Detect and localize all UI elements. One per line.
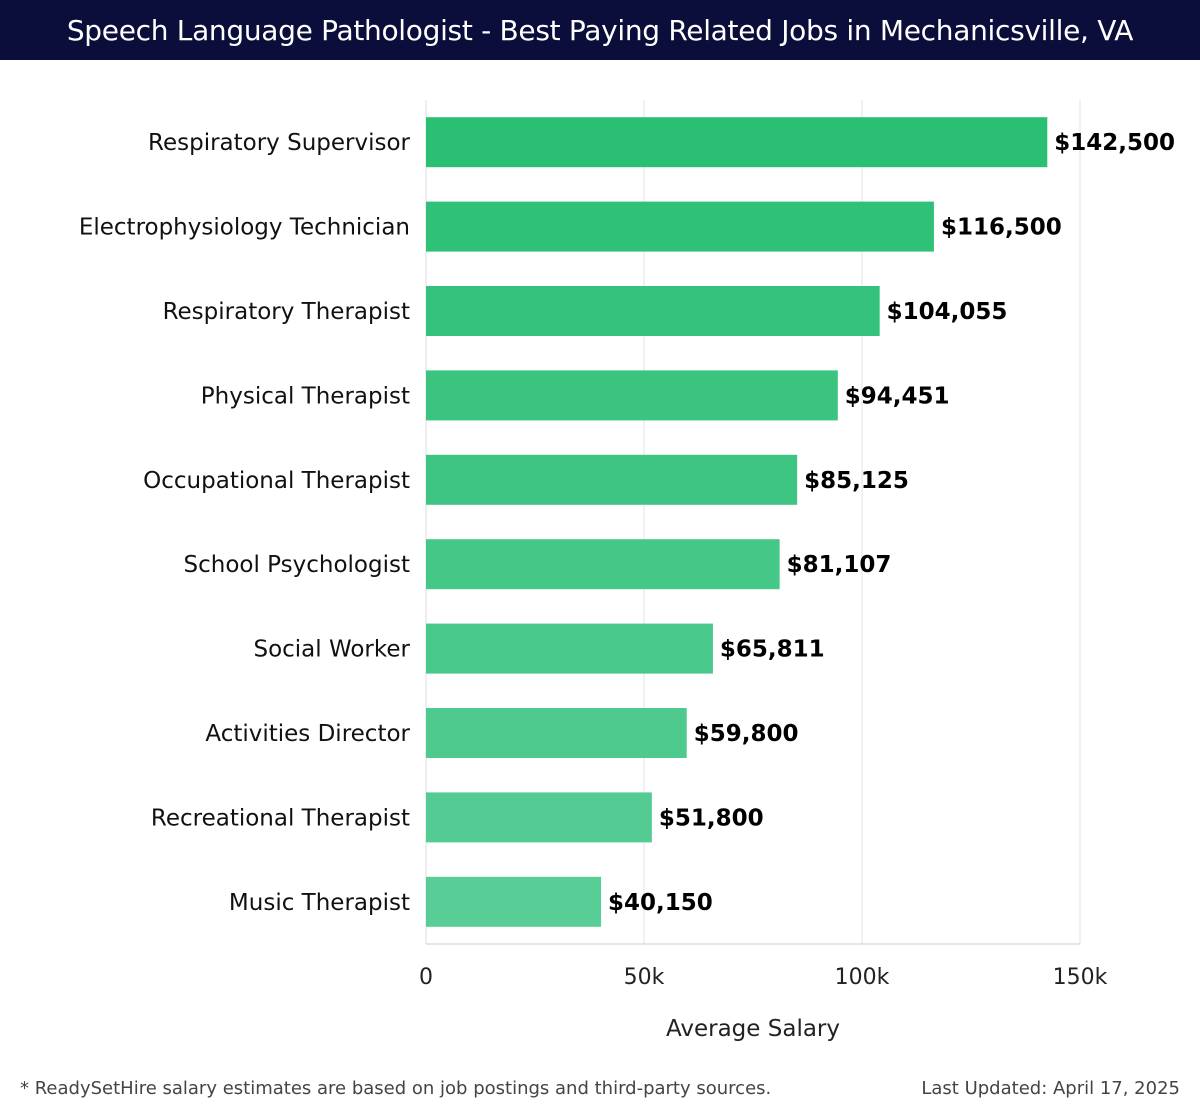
bar <box>426 539 780 590</box>
data-label: $81,107 <box>787 552 892 578</box>
footer-note: * ReadySetHire salary estimates are base… <box>20 1078 772 1099</box>
category-label: Activities Director <box>205 721 410 747</box>
x-axis-title: Average Salary <box>666 1016 840 1042</box>
bar <box>426 876 602 927</box>
data-label: $104,055 <box>887 299 1008 325</box>
category-label: Recreational Therapist <box>151 805 410 831</box>
bar <box>426 708 687 758</box>
category-label: Music Therapist <box>229 890 410 916</box>
data-label: $85,125 <box>804 468 909 494</box>
bar <box>426 201 934 252</box>
bar <box>426 454 798 505</box>
bar <box>426 286 880 336</box>
chart-title: Speech Language Pathologist - Best Payin… <box>66 13 1134 47</box>
category-label: Social Worker <box>253 637 410 663</box>
bar <box>426 370 838 421</box>
title-bar: Speech Language Pathologist - Best Payin… <box>0 0 1200 60</box>
category-label: Respiratory Supervisor <box>148 130 411 156</box>
data-label: $59,800 <box>694 721 799 747</box>
x-tick-label: 150k <box>1053 965 1108 990</box>
category-label: Electrophysiology Technician <box>79 215 410 241</box>
data-label: $65,811 <box>720 637 825 663</box>
data-label: $94,451 <box>845 383 950 409</box>
bar <box>426 117 1048 168</box>
x-tick-label: 0 <box>419 965 433 990</box>
data-label: $51,800 <box>659 805 764 831</box>
bar <box>426 623 713 674</box>
bar <box>426 792 652 843</box>
data-label: $40,150 <box>608 890 713 916</box>
category-label: Respiratory Therapist <box>163 299 410 325</box>
x-tick-label: 100k <box>835 965 890 990</box>
category-label: Physical Therapist <box>201 383 410 409</box>
footer-updated: Last Updated: April 17, 2025 <box>921 1078 1180 1099</box>
data-label: $142,500 <box>1054 130 1175 156</box>
category-label: Occupational Therapist <box>143 468 410 494</box>
category-label: School Psychologist <box>184 552 410 578</box>
data-label: $116,500 <box>941 215 1062 241</box>
x-tick-label: 50k <box>624 965 665 990</box>
